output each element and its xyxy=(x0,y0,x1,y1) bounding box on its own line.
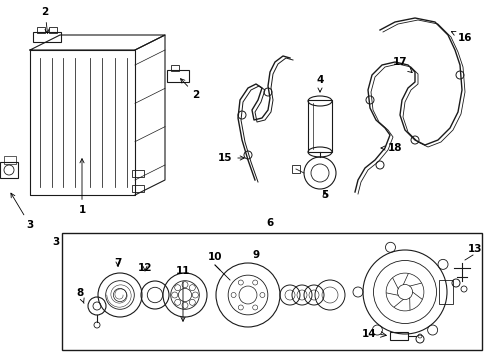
Bar xyxy=(132,185,143,192)
Text: 11: 11 xyxy=(175,266,190,321)
Text: 13: 13 xyxy=(467,244,481,254)
Text: 5: 5 xyxy=(321,190,328,200)
Text: 8: 8 xyxy=(76,288,84,303)
Bar xyxy=(37,27,45,33)
Bar xyxy=(307,100,331,152)
Text: 2: 2 xyxy=(41,7,49,33)
Bar xyxy=(389,332,407,340)
Bar xyxy=(33,32,61,42)
Bar xyxy=(132,170,143,177)
Text: 2: 2 xyxy=(180,79,199,100)
Bar xyxy=(62,233,481,350)
Bar xyxy=(291,165,299,173)
Bar xyxy=(0,162,18,178)
Bar xyxy=(438,280,452,304)
Bar xyxy=(167,70,189,82)
Text: 6: 6 xyxy=(266,218,273,228)
Text: 3: 3 xyxy=(11,193,34,230)
Text: 10: 10 xyxy=(207,252,222,262)
Text: 15: 15 xyxy=(217,153,244,163)
Text: 3: 3 xyxy=(53,237,60,247)
Text: 18: 18 xyxy=(380,143,402,153)
Text: 4: 4 xyxy=(316,75,323,92)
Text: 1: 1 xyxy=(78,159,85,215)
Bar xyxy=(171,65,179,71)
Text: 17: 17 xyxy=(392,57,411,73)
Bar xyxy=(4,156,16,164)
Text: 16: 16 xyxy=(450,31,471,43)
Bar xyxy=(49,27,57,33)
Text: 12: 12 xyxy=(138,263,152,273)
Text: 7: 7 xyxy=(114,258,122,268)
Text: 9: 9 xyxy=(252,250,259,260)
Text: 14: 14 xyxy=(361,329,375,339)
